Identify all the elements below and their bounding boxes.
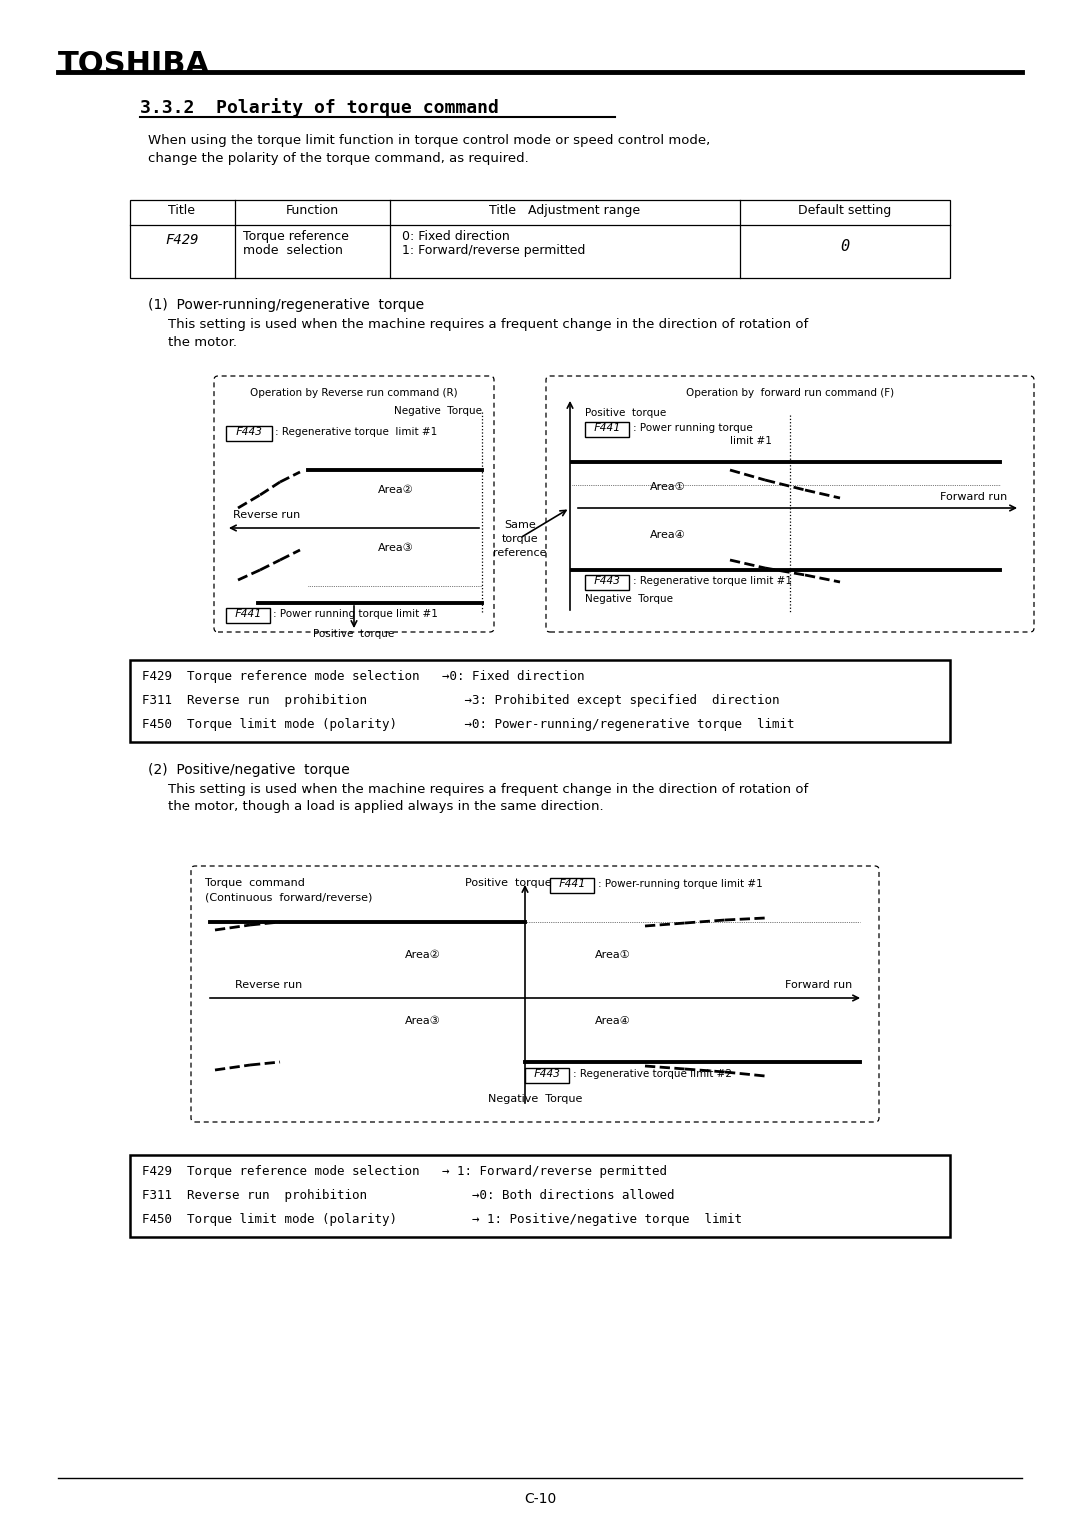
Bar [226, 608, 270, 623]
Text: Area④: Area④ [595, 1015, 631, 1026]
Text: Operation by Reverse run command (R): Operation by Reverse run command (R) [251, 388, 458, 399]
Text: Negative  Torque: Negative Torque [394, 406, 482, 415]
Text: Area③: Area③ [378, 544, 414, 553]
Text: F441: F441 [594, 423, 621, 434]
Text: : Regenerative torque limit #1: : Regenerative torque limit #1 [633, 576, 792, 586]
Text: Forward run: Forward run [940, 492, 1008, 502]
Text: C-10: C-10 [524, 1492, 556, 1506]
Text: 3.3.2  Polarity of torque command: 3.3.2 Polarity of torque command [140, 98, 499, 118]
Text: 0: 0 [840, 240, 850, 253]
Text: 0: Fixed direction: 0: Fixed direction [402, 231, 510, 243]
Text: reference: reference [494, 548, 546, 557]
Text: F429  Torque reference mode selection   →0: Fixed direction: F429 Torque reference mode selection →0:… [141, 670, 584, 683]
Text: Title: Title [168, 205, 195, 217]
Bar [585, 576, 629, 589]
Text: Area②: Area② [405, 950, 441, 960]
Text: F450  Torque limit mode (polarity)          → 1: Positive/negative torque  limit: F450 Torque limit mode (polarity) → 1: P… [141, 1212, 742, 1226]
Text: TOSHIBA: TOSHIBA [58, 50, 211, 79]
Text: When using the torque limit function in torque control mode or speed control mod: When using the torque limit function in … [148, 134, 711, 147]
Text: Area③: Area③ [405, 1015, 441, 1026]
Text: F443: F443 [235, 428, 262, 437]
Text: Torque  command: Torque command [205, 878, 305, 889]
Text: Same: Same [504, 521, 536, 530]
Text: (Continuous  forward/reverse): (Continuous forward/reverse) [205, 892, 373, 902]
Text: Default setting: Default setting [798, 205, 892, 217]
Text: Area①: Area① [595, 950, 631, 960]
Text: Reverse run: Reverse run [235, 980, 302, 989]
Text: Positive  torque: Positive torque [465, 878, 552, 889]
Text: Positive  torque: Positive torque [313, 629, 394, 638]
Text: Positive  torque: Positive torque [585, 408, 666, 418]
Bar [525, 1067, 569, 1083]
Text: change the polarity of the torque command, as required.: change the polarity of the torque comman… [148, 153, 529, 165]
Text: F429: F429 [165, 234, 199, 247]
Text: : Power running torque limit #1: : Power running torque limit #1 [273, 609, 437, 618]
Text: Function: Function [285, 205, 338, 217]
Text: Negative  Torque: Negative Torque [488, 1093, 582, 1104]
Bar [226, 426, 272, 441]
Text: (1)  Power-running/regenerative  torque: (1) Power-running/regenerative torque [148, 298, 424, 312]
Bar [130, 200, 950, 278]
Text: Operation by  forward run command (F): Operation by forward run command (F) [686, 388, 894, 399]
Text: F443: F443 [594, 576, 621, 586]
Text: : Power-running torque limit #1: : Power-running torque limit #1 [598, 880, 762, 889]
Text: torque: torque [502, 534, 538, 544]
Text: F441: F441 [234, 609, 261, 618]
FancyBboxPatch shape [214, 376, 494, 632]
Text: F311  Reverse run  prohibition             →3: Prohibited except specified  dire: F311 Reverse run prohibition →3: Prohibi… [141, 693, 780, 707]
Text: Title   Adjustment range: Title Adjustment range [489, 205, 640, 217]
Text: F311  Reverse run  prohibition              →0: Both directions allowed: F311 Reverse run prohibition →0: Both di… [141, 1190, 675, 1202]
Text: : Regenerative torque limit #2: : Regenerative torque limit #2 [573, 1069, 732, 1080]
Bar [130, 660, 950, 742]
Text: F441: F441 [558, 880, 585, 889]
Text: F450  Torque limit mode (polarity)         →0: Power-running/regenerative torque: F450 Torque limit mode (polarity) →0: Po… [141, 718, 795, 731]
Text: : Power running torque: : Power running torque [633, 423, 753, 434]
Text: Torque reference: Torque reference [243, 231, 349, 243]
Bar [130, 1154, 950, 1237]
Bar [585, 421, 629, 437]
Text: the motor.: the motor. [168, 336, 237, 350]
Text: 1: Forward/reverse permitted: 1: Forward/reverse permitted [402, 244, 585, 257]
Text: : Regenerative torque  limit #1: : Regenerative torque limit #1 [275, 428, 437, 437]
Text: This setting is used when the machine requires a frequent change in the directio: This setting is used when the machine re… [168, 318, 808, 331]
FancyBboxPatch shape [191, 866, 879, 1122]
Text: F429  Torque reference mode selection   → 1: Forward/reverse permitted: F429 Torque reference mode selection → 1… [141, 1165, 667, 1177]
Text: Negative  Torque: Negative Torque [585, 594, 673, 605]
Bar [550, 878, 594, 893]
Text: limit #1: limit #1 [730, 437, 772, 446]
Text: F443: F443 [534, 1069, 561, 1080]
FancyBboxPatch shape [546, 376, 1034, 632]
Text: Area①: Area① [650, 483, 686, 492]
Text: Area②: Area② [378, 486, 414, 495]
Text: the motor, though a load is applied always in the same direction.: the motor, though a load is applied alwa… [168, 800, 604, 812]
Text: mode  selection: mode selection [243, 244, 342, 257]
Text: (2)  Positive/negative  torque: (2) Positive/negative torque [148, 764, 350, 777]
Text: Area④: Area④ [650, 530, 686, 541]
Text: Forward run: Forward run [785, 980, 852, 989]
Text: Reverse run: Reverse run [233, 510, 300, 521]
Text: This setting is used when the machine requires a frequent change in the directio: This setting is used when the machine re… [168, 783, 808, 796]
